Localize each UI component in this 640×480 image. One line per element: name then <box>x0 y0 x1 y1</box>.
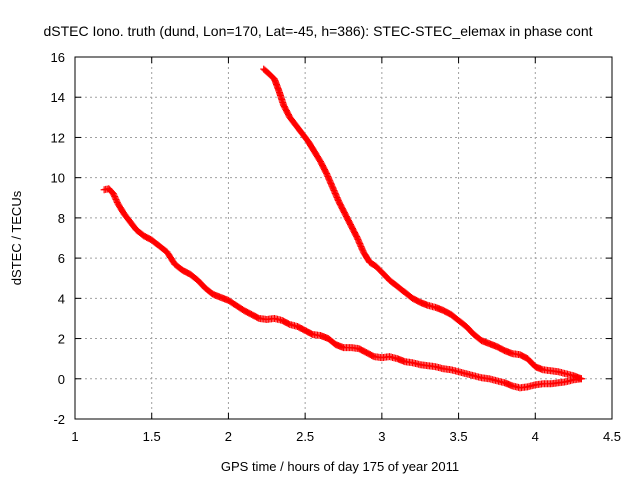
data-marker-run <box>180 267 193 278</box>
data-marker-run <box>410 295 423 306</box>
tick-labels: 1 1.5 2 2.5 3 3.5 4 4.5 -2 0 2 4 6 8 10 12 14 16 <box>51 50 622 444</box>
data-marker-run <box>342 211 354 229</box>
plot-frame <box>74 56 613 420</box>
data-marker-run <box>336 199 348 217</box>
data-marker-run <box>305 139 318 154</box>
data-marker-run <box>456 317 469 330</box>
data-marker-run <box>226 297 239 309</box>
data-marker-run <box>261 66 271 76</box>
data-marker-run <box>110 191 121 206</box>
data-marker-run <box>402 289 415 301</box>
data-marker-run <box>441 307 454 318</box>
x-tick-label: 1 <box>71 429 78 444</box>
data-marker-run <box>172 261 185 273</box>
data-marker-run <box>293 123 305 136</box>
data-marker-run <box>494 343 507 354</box>
data-marker-run <box>323 171 336 190</box>
chart-title: dSTEC Iono. truth (dund, Lon=170, Lat=-4… <box>43 23 592 39</box>
grid <box>75 57 612 419</box>
data-marker-run <box>471 331 484 344</box>
data-marker-run <box>149 237 162 249</box>
y-axis-label: dSTEC / TECUs <box>9 190 24 285</box>
data-marker-run <box>394 283 408 295</box>
data-marker-run <box>249 311 262 322</box>
data-marker-run <box>164 249 178 267</box>
data-marker-run <box>127 219 139 233</box>
data-marker-run <box>299 131 311 144</box>
data-marker-run <box>195 277 208 291</box>
data-marker-run <box>280 103 293 120</box>
data-marker-run <box>187 271 201 283</box>
data-marker-run <box>102 185 111 193</box>
data-marker-run <box>133 227 147 239</box>
y-tick-label: -2 <box>53 412 65 427</box>
data-marker-run <box>364 349 377 360</box>
data-marker-run <box>517 351 530 362</box>
y-tick-label: 12 <box>51 130 65 145</box>
x-tick-label: 2 <box>225 429 232 444</box>
x-tick-label: 3 <box>378 429 385 444</box>
series-1 <box>100 185 585 392</box>
ticks <box>74 56 613 420</box>
data-marks <box>100 65 585 392</box>
data-marker-run <box>265 70 277 82</box>
data-marker-run <box>448 311 461 324</box>
data-point <box>577 375 585 383</box>
data-marker-run <box>141 233 154 243</box>
data-marker-run <box>311 149 324 164</box>
data-marker-run <box>317 159 330 176</box>
data-marker-run <box>329 185 342 204</box>
data-marker-run <box>379 269 392 283</box>
y-tick-label: 14 <box>51 90 65 105</box>
data-marker-run <box>356 345 369 356</box>
data-marker-run <box>525 356 538 370</box>
data-marker-run <box>348 223 361 241</box>
data-marker-run <box>156 243 170 255</box>
data-marker-run <box>325 335 339 348</box>
x-tick-label: 4 <box>532 429 539 444</box>
data-marker-run <box>115 201 127 217</box>
data-marker-run <box>295 323 308 334</box>
data-marker-run <box>367 259 378 269</box>
series-2 <box>260 65 585 383</box>
y-tick-label: 16 <box>51 50 65 65</box>
data-marker-run <box>233 302 246 314</box>
data-marker-run <box>387 277 400 289</box>
x-axis-label: GPS time / hours of day 175 of year 2011 <box>221 459 459 474</box>
data-marker-run <box>302 327 316 338</box>
x-tick-label: 2.5 <box>296 429 314 444</box>
data-marker-run <box>279 317 293 328</box>
y-tick-label: 2 <box>58 332 65 347</box>
data-marker-run <box>121 211 133 225</box>
y-tick-label: 0 <box>58 372 65 387</box>
x-tick-label: 4.5 <box>603 429 621 444</box>
x-tick-label: 1.5 <box>143 429 161 444</box>
data-marker-run <box>463 324 477 337</box>
data-marker-run <box>106 186 116 197</box>
data-marker-run <box>203 285 216 297</box>
x-tick-label: 3.5 <box>450 429 468 444</box>
y-tick-label: 6 <box>58 251 65 266</box>
data-marker-run <box>373 263 385 275</box>
data-marker-run <box>287 114 299 128</box>
data-marker-run <box>241 307 254 318</box>
y-tick-label: 10 <box>51 171 65 186</box>
y-tick-label: 4 <box>58 291 65 306</box>
data-marker-run <box>354 235 367 255</box>
y-tick-label: 8 <box>58 211 65 226</box>
data-marker-run <box>360 249 373 265</box>
